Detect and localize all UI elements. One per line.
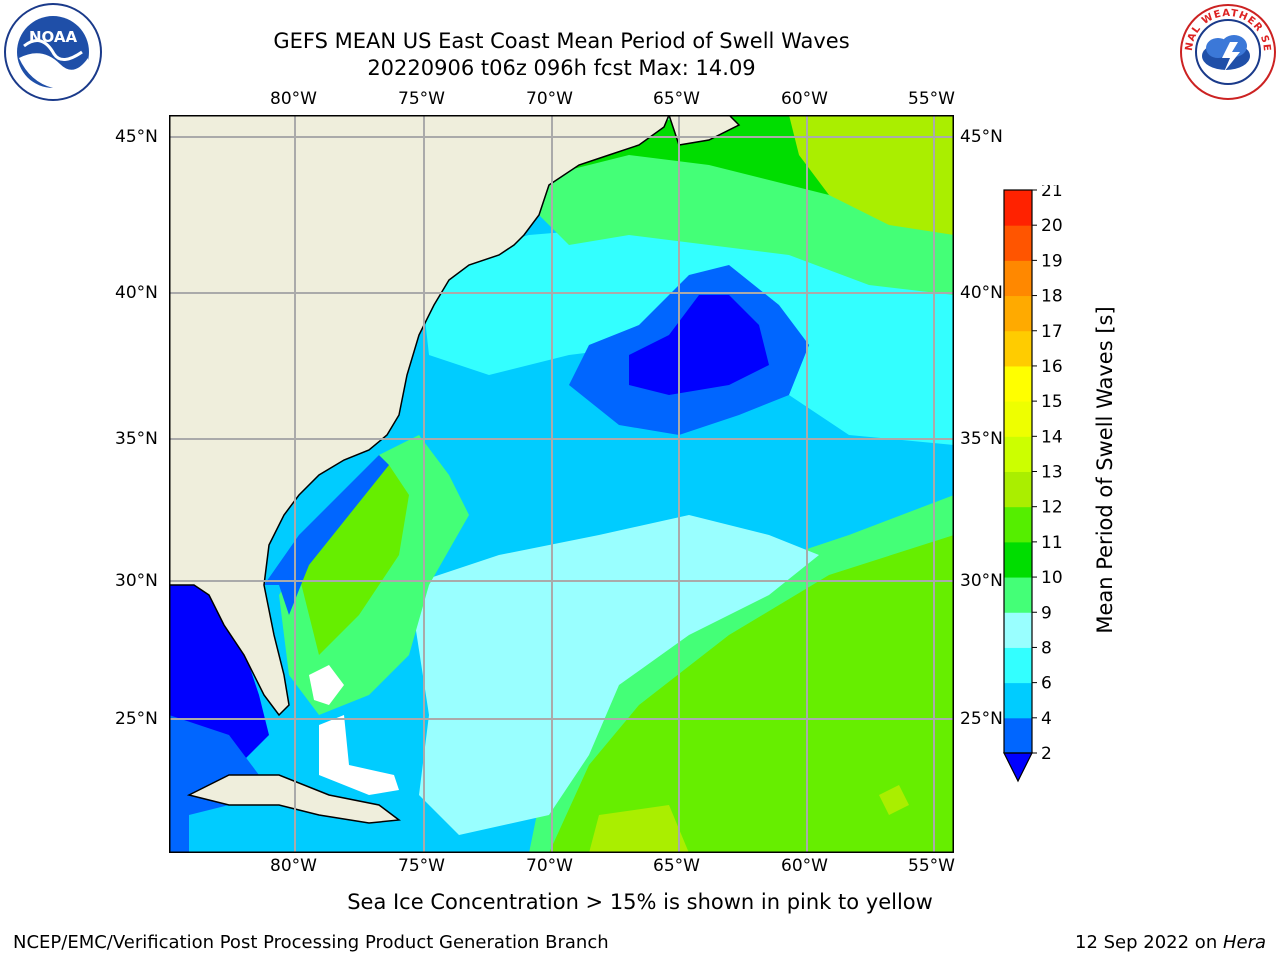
lat-label-left-45: 45°N <box>115 127 158 147</box>
region-pale-cyan-central <box>409 515 819 835</box>
colorbar-tick-label: 15 <box>1041 392 1063 412</box>
colorbar-segment <box>1004 260 1032 297</box>
swell-period-map <box>169 115 954 853</box>
chart-title: GEFS MEAN US East Coast Mean Period of S… <box>273 29 850 53</box>
colorbar-tick-label: 16 <box>1041 357 1063 377</box>
lon-label-top-75: 75°W <box>398 89 445 109</box>
bahamas-shallow-north <box>309 665 344 705</box>
footer-credit: NCEP/EMC/Verification Post Processing Pr… <box>13 932 609 953</box>
colorbar-label: Mean Period of Swell Waves [s] <box>1093 306 1117 634</box>
lon-label-bottom-55: 55°W <box>908 856 955 876</box>
colorbar-segment <box>1004 541 1032 578</box>
lon-label-bottom-80: 80°W <box>270 856 317 876</box>
colorbar-tick-label: 13 <box>1041 463 1063 483</box>
colorbar-tick-label: 18 <box>1041 287 1063 307</box>
colorbar-segment <box>1004 225 1032 261</box>
region-yellow-green-west <box>299 465 409 655</box>
region-deep-blue-central <box>629 295 769 395</box>
chart-subtitle: 20220906 t06z 096h fcst Max: 14.09 <box>367 56 756 80</box>
noaa-logo: NOAA <box>4 3 102 101</box>
colorbar: 2 4 6 8 9 10 11 12 13 14 15 16 17 18 19 20 21 <box>1003 185 1063 783</box>
lon-label-bottom-65: 65°W <box>653 856 700 876</box>
lon-label-bottom-70: 70°W <box>526 856 573 876</box>
lon-label-top-65: 65°W <box>653 89 700 109</box>
colorbar-segment <box>1004 577 1032 613</box>
colorbar-tick-label: 21 <box>1041 185 1063 201</box>
colorbar-tick-label: 6 <box>1041 674 1052 694</box>
colorbar-tick-label: 11 <box>1041 533 1063 553</box>
colorbar-tick-label: 14 <box>1041 427 1063 447</box>
colorbar-tick-label: 20 <box>1041 216 1063 236</box>
lime-patch <box>879 785 909 815</box>
lat-label-left-40: 40°N <box>115 283 158 303</box>
colorbar-tick-label: 9 <box>1041 603 1052 623</box>
colorbar-tick-label: 17 <box>1041 322 1063 342</box>
footer-host: Hera <box>1222 932 1266 953</box>
lon-label-top-70: 70°W <box>526 89 573 109</box>
colorbar-segment <box>1004 647 1032 684</box>
bahamas-shallow <box>319 715 399 795</box>
region-cyan-caribbean <box>189 795 319 853</box>
colorbar-segment <box>1004 365 1032 402</box>
lat-label-left-35: 35°N <box>115 429 158 449</box>
lat-label-right-35: 35°N <box>960 429 1003 449</box>
colorbar-segment <box>1004 471 1032 508</box>
colorbar-tick-label: 12 <box>1041 498 1063 518</box>
colorbar-segment <box>1004 717 1032 754</box>
lon-label-top-60: 60°W <box>781 89 828 109</box>
colorbar-tick-label: 4 <box>1041 709 1052 729</box>
lon-label-top-80: 80°W <box>270 89 317 109</box>
colorbar-tick-label: 10 <box>1041 568 1063 588</box>
lon-label-bottom-75: 75°W <box>398 856 445 876</box>
lat-label-left-25: 25°N <box>115 709 158 729</box>
lon-label-top-55: 55°W <box>908 89 955 109</box>
colorbar-segment <box>1004 190 1032 226</box>
footer-date-text: 12 Sep 2022 on <box>1075 932 1223 953</box>
region-lime-north <box>789 115 954 235</box>
colorbar-segment <box>1004 436 1032 472</box>
lat-label-right-40: 40°N <box>960 283 1003 303</box>
colorbar-segment <box>1004 612 1032 648</box>
region-lime-south <box>589 805 689 853</box>
graticule <box>169 115 954 853</box>
colorbar-segment <box>1004 682 1032 719</box>
lat-label-right-30: 30°N <box>960 571 1003 591</box>
noaa-logo-text: NOAA <box>29 28 78 46</box>
colorbar-tick-label: 8 <box>1041 638 1052 658</box>
colorbar-segment <box>1004 401 1032 437</box>
colorbar-segment <box>1004 295 1032 332</box>
colorbar-under-triangle <box>1003 752 1033 783</box>
lat-label-right-25: 25°N <box>960 709 1003 729</box>
colorbar-segment <box>1004 506 1032 543</box>
colorbar-segment <box>1004 330 1032 367</box>
footer-date: 12 Sep 2022 on Hera <box>1075 932 1266 953</box>
colorbar-tick-label: 2 <box>1041 744 1052 764</box>
map-frame <box>169 115 954 853</box>
sea-ice-note: Sea Ice Concentration > 15% is shown in … <box>347 890 933 914</box>
nws-logo: NATIONAL WEATHER SERVICE <box>1178 2 1276 100</box>
lat-label-right-45: 45°N <box>960 127 1003 147</box>
lon-label-bottom-60: 60°W <box>781 856 828 876</box>
colorbar-tick-label: 19 <box>1041 251 1063 271</box>
lat-label-left-30: 30°N <box>115 571 158 591</box>
region-yellow-green-se <box>549 535 954 853</box>
